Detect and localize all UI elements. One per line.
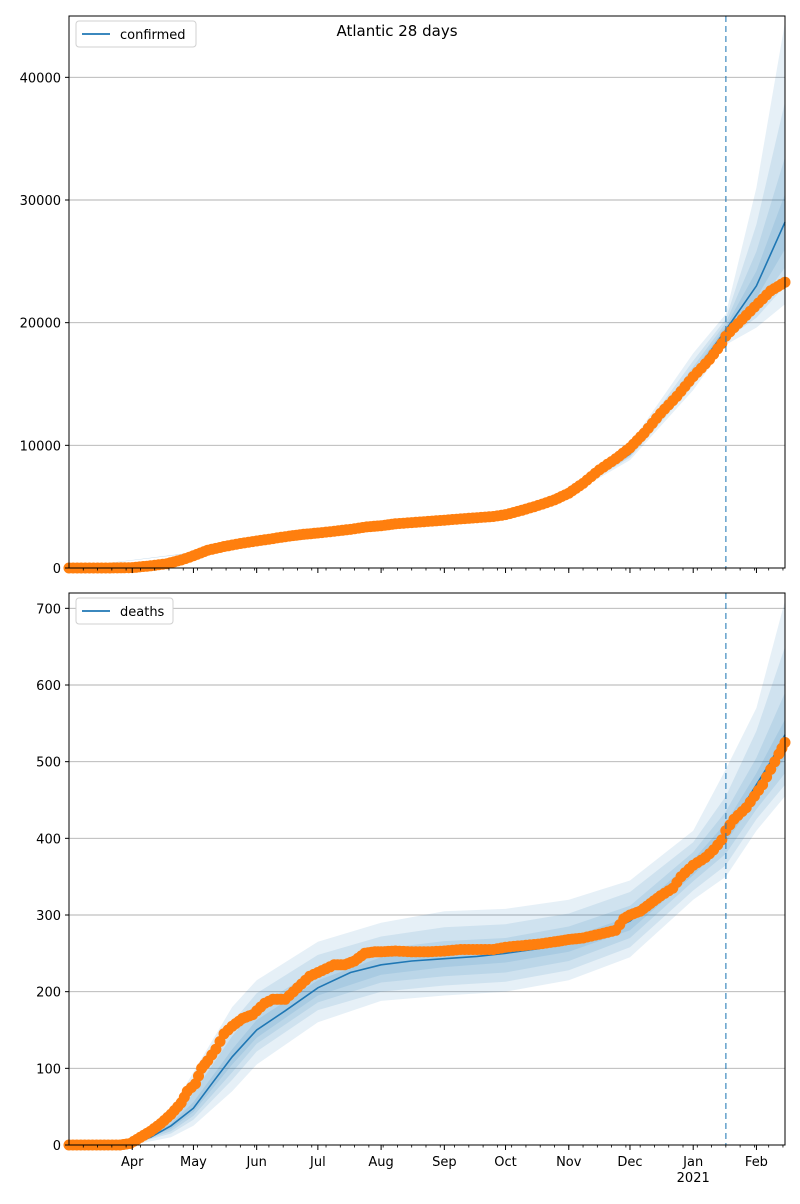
deaths-band-2 <box>69 692 785 1145</box>
deaths-y-tick-label: 0 <box>53 1139 61 1154</box>
confirmed-y-tick-label: 10000 <box>20 439 61 454</box>
deaths-x-tick-label: Dec <box>617 1155 642 1170</box>
chart-title: Atlantic 28 days <box>336 22 457 40</box>
deaths-x-axis: Apr May Jun Jul Aug Sep Oct Nov Dec Jan Feb <box>82 1145 784 1170</box>
deaths-x-tick-label: Aug <box>368 1155 393 1170</box>
confirmed-legend: confirmed <box>75 20 197 48</box>
deaths-y-axis: 0 100 200 300 400 500 600 700 <box>36 602 69 1154</box>
confirmed-x-axis <box>82 568 784 573</box>
deaths-x-tick-label: May <box>180 1155 207 1170</box>
confirmed-y-tick-label: 20000 <box>20 317 61 332</box>
deaths-x-tick-label: Sep <box>432 1155 457 1170</box>
deaths-y-tick-label: 100 <box>36 1062 61 1077</box>
confirmed-y-tick-label: 30000 <box>20 194 61 209</box>
deaths-y-tick-label: 500 <box>36 756 61 771</box>
deaths-y-tick-label: 200 <box>36 986 61 1001</box>
x-axis-year-label: 2021 <box>677 1171 710 1186</box>
deaths-x-tick-label: Nov <box>556 1155 582 1170</box>
deaths-y-tick-label: 300 <box>36 909 61 924</box>
deaths-x-tick-label: Jun <box>246 1155 267 1170</box>
deaths-plot-frame <box>68 592 786 1146</box>
deaths-x-tick-label: Oct <box>494 1155 516 1170</box>
confirmed-legend-label: confirmed <box>120 28 186 43</box>
confirmed-legend-box <box>75 20 197 48</box>
deaths-observed-point <box>716 834 728 846</box>
deaths-y-tick-label: 600 <box>36 679 61 694</box>
deaths-legend-box <box>75 597 174 625</box>
deaths-legend: deaths <box>75 597 174 625</box>
deaths-x-tick-label: Feb <box>745 1155 768 1170</box>
confirmed-panel: 0 10000 20000 30000 40000 confirmed <box>20 15 791 577</box>
confirmed-y-axis: 0 10000 20000 30000 40000 <box>20 71 69 577</box>
deaths-y-tick-label: 400 <box>36 832 61 847</box>
deaths-x-tick-label: Jul <box>309 1155 326 1170</box>
deaths-band-0 <box>69 600 785 1145</box>
confirmed-y-tick-label: 0 <box>53 562 61 577</box>
deaths-legend-label: deaths <box>120 605 165 620</box>
deaths-y-tick-label: 700 <box>36 602 61 617</box>
deaths-panel: 0 100 200 300 400 500 600 700 Apr May Jun Jul Aug Se… <box>36 592 791 1170</box>
deaths-x-tick-label: Jan <box>682 1155 703 1170</box>
confirmed-y-tick-label: 40000 <box>20 71 61 86</box>
deaths-x-tick-label: Apr <box>121 1155 144 1170</box>
confirmed-plot-frame <box>68 15 786 569</box>
